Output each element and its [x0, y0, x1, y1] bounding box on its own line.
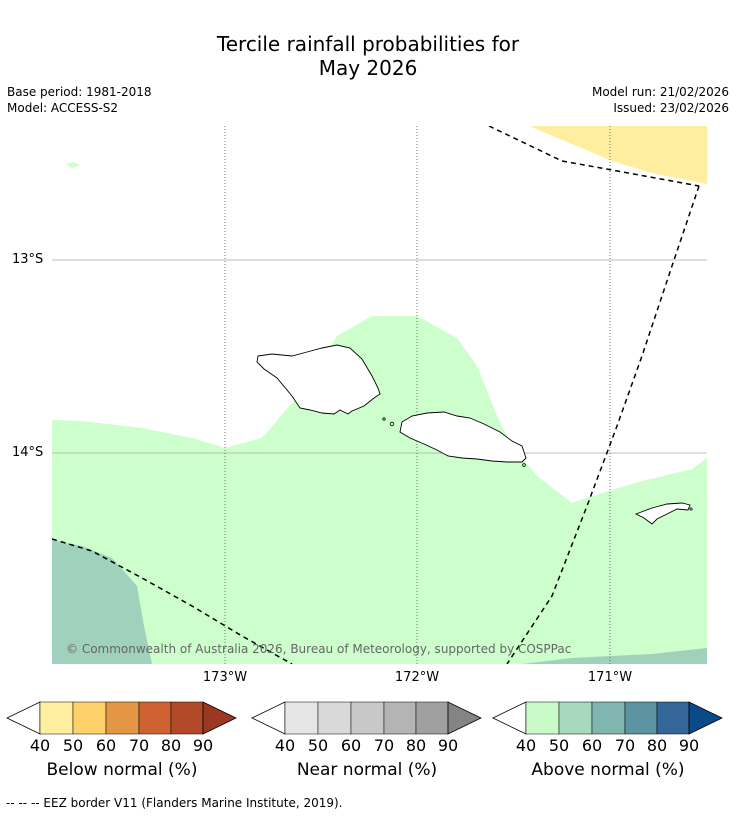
cb-near-tick: 70 [373, 736, 395, 755]
issued-date: Issued: 23/02/2026 [613, 101, 729, 115]
cb-near-under [251, 701, 286, 735]
cb-below-tick: 80 [160, 736, 182, 755]
cb-near-70 [383, 701, 417, 735]
cb-below-40 [39, 701, 74, 735]
cb-near-80 [415, 701, 449, 735]
cb-below-tick: 70 [128, 736, 150, 755]
aunuu-islet [689, 507, 693, 511]
map-panel: © Commonwealth of Australia 2026, Bureau… [52, 126, 707, 664]
above-normal-50-region-west [52, 540, 152, 664]
lon-label-172w: 172°W [394, 670, 440, 685]
cb-above-over [688, 701, 723, 735]
colorbar-near-normal [251, 700, 483, 740]
lon-label-171w: 171°W [587, 670, 633, 685]
lat-label-13s: 13°S [12, 252, 44, 267]
nuutele-islet [522, 463, 526, 467]
cb-below-under [6, 701, 41, 735]
cb-below-70 [138, 701, 172, 735]
cb-near-tick: 40 [274, 736, 296, 755]
cb-above-70 [624, 701, 658, 735]
cb-near-tick: 50 [307, 736, 329, 755]
cb-below-tick: 50 [62, 736, 84, 755]
cb-near-60 [350, 701, 385, 735]
apolima-island [389, 421, 395, 427]
colorbar-near-title: Near normal (%) [296, 760, 438, 780]
cb-above-tick: 50 [548, 736, 570, 755]
colorbar-above-title: Above normal (%) [531, 760, 685, 780]
cb-below-over [202, 701, 237, 735]
manono-island [382, 417, 386, 421]
eez-border-north [488, 126, 700, 187]
colorbar-above-normal [492, 700, 724, 740]
tutuila-island [634, 502, 691, 525]
lat-label-14s: 14°S [12, 445, 44, 460]
cb-above-tick: 60 [581, 736, 603, 755]
cb-above-under [492, 701, 527, 735]
cb-near-tick: 60 [340, 736, 362, 755]
cb-near-over [447, 701, 482, 735]
cb-above-60 [591, 701, 626, 735]
cb-above-tick: 40 [515, 736, 537, 755]
eez-footer-note: -- -- -- EEZ border V11 (Flanders Marine… [6, 796, 343, 810]
cb-below-tick: 60 [95, 736, 117, 755]
cb-near-50 [317, 701, 352, 735]
lon-label-173w: 173°W [202, 670, 248, 685]
cb-near-tick: 80 [405, 736, 427, 755]
map-title-line2: May 2026 [318, 56, 418, 80]
cb-below-tick: 40 [29, 736, 51, 755]
above-normal-50-region-east [522, 648, 707, 664]
cb-above-tick: 70 [614, 736, 636, 755]
map-svg: © Commonwealth of Australia 2026, Bureau… [52, 126, 707, 664]
cb-below-60 [105, 701, 140, 735]
base-period: Base period: 1981-2018 [7, 85, 152, 99]
eez-border-east [506, 185, 700, 664]
colorbar-near-svg [251, 701, 482, 735]
cb-above-tick: 90 [678, 736, 700, 755]
model-name: Model: ACCESS-S2 [7, 101, 119, 115]
below-normal-40-region [529, 126, 707, 184]
cb-near-40 [284, 701, 319, 735]
cb-above-80 [656, 701, 690, 735]
islet-northwest [66, 162, 80, 168]
upolu-island [399, 411, 527, 463]
cb-above-40 [525, 701, 560, 735]
model-run: Model run: 21/02/2026 [591, 85, 729, 99]
cb-above-tick: 80 [646, 736, 668, 755]
colorbar-below-normal [6, 700, 238, 740]
eez-border-southwest [52, 538, 293, 664]
cb-near-tick: 90 [437, 736, 459, 755]
cb-below-50 [72, 701, 107, 735]
colorbar-below-svg [6, 701, 237, 735]
above-normal-40-region [52, 316, 707, 664]
copyright-notice: © Commonwealth of Australia 2026, Bureau… [66, 642, 571, 656]
cb-below-80 [170, 701, 204, 735]
colorbar-above-svg [492, 701, 723, 735]
savaii-island [256, 344, 381, 415]
colorbar-below-title: Below normal (%) [46, 760, 198, 780]
map-title-line1: Tercile rainfall probabilities for [216, 32, 520, 56]
cb-below-tick: 90 [192, 736, 214, 755]
cb-above-50 [558, 701, 593, 735]
